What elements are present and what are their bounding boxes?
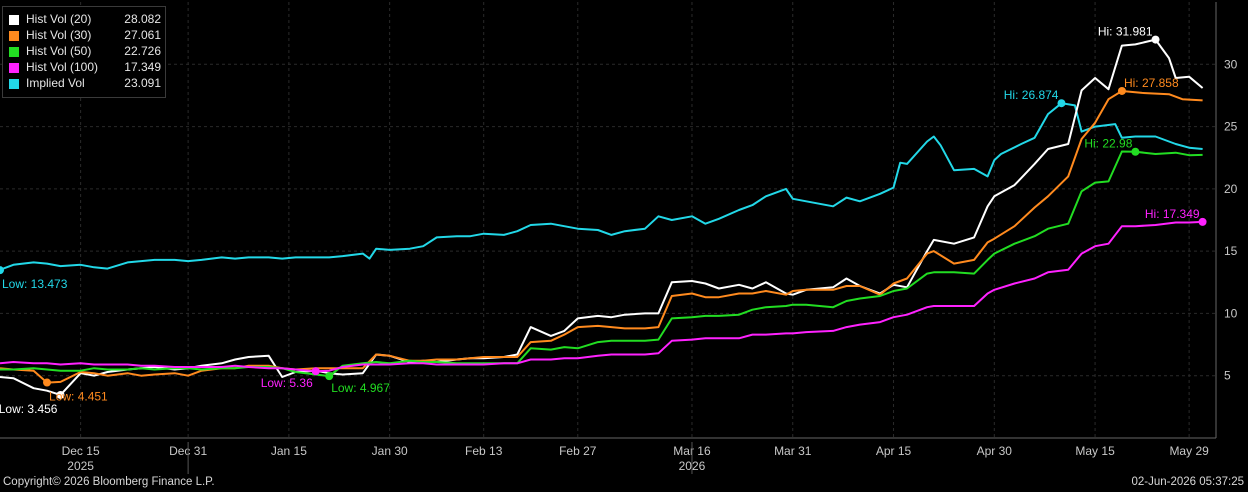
y-tick-label: 10 [1224, 306, 1238, 320]
legend-value: 23.091 [124, 76, 161, 90]
x-year-label: 2025 [67, 459, 94, 473]
series-layer [0, 38, 1204, 396]
extreme-marker-hist-vol-30 [1117, 86, 1126, 95]
extreme-marker-hist-vol-50 [1131, 147, 1140, 156]
extreme-label-implied-vol: Low: 13.473 [2, 277, 68, 291]
x-tick-label: Mar 31 [774, 444, 812, 458]
extreme-marker-hist-vol-100 [311, 367, 320, 376]
x-tick-label: Feb 27 [559, 444, 597, 458]
extreme-label-hist-vol-30: Hi: 27.858 [1124, 76, 1179, 90]
legend-name: Implied Vol [26, 76, 85, 90]
extreme-label-hist-vol-50: Hi: 22.98 [1084, 137, 1132, 151]
y-tick-label: 5 [1224, 369, 1231, 383]
extreme-marker-hist-vol-20 [1151, 35, 1160, 44]
legend-item-hist-vol-20: Hist Vol (20) 28.082 [9, 12, 161, 28]
legend-item-hist-vol-30: Hist Vol (30) 27.061 [9, 28, 161, 44]
x-tick-label: Jan 30 [372, 444, 408, 458]
legend-value: 22.726 [124, 44, 161, 58]
y-tick-label: 15 [1224, 244, 1238, 258]
x-tick-label: May 29 [1169, 444, 1209, 458]
series-line-hist-vol-50 [0, 150, 1203, 378]
extreme-marker-hist-vol-30 [43, 378, 52, 387]
extreme-marker-implied-vol [0, 266, 4, 275]
y-tick-label: 30 [1224, 57, 1238, 71]
legend-item-hist-vol-50: Hist Vol (50) 22.726 [9, 44, 161, 60]
y-tick-label: 25 [1224, 120, 1238, 134]
x-tick-label: May 15 [1075, 444, 1115, 458]
legend-item-hist-vol-100: Hist Vol (100) 17.349 [9, 60, 161, 76]
x-tick-label: Feb 13 [465, 444, 503, 458]
extreme-label-implied-vol: Hi: 26.874 [1004, 88, 1059, 102]
legend-swatch-implied-vol [9, 79, 19, 89]
x-tick-label: Apr 30 [977, 444, 1013, 458]
extreme-marker-hist-vol-50 [325, 372, 334, 381]
series-line-implied-vol [0, 102, 1203, 271]
legend-value: 17.349 [124, 60, 161, 74]
x-tick-label: Dec 15 [62, 444, 100, 458]
legend-swatch-hist-vol-30 [9, 31, 19, 41]
legend-value: 27.061 [124, 28, 161, 42]
legend-name: Hist Vol (20) [26, 12, 92, 26]
extreme-label-hist-vol-100: Low: 5.36 [261, 376, 313, 390]
extreme-marker-hist-vol-20 [56, 390, 65, 399]
x-tick-label: Jan 15 [271, 444, 307, 458]
extreme-marker-implied-vol [1057, 99, 1066, 108]
extreme-marker-hist-vol-100 [1198, 217, 1207, 226]
series-line-hist-vol-100 [0, 220, 1203, 373]
legend-name: Hist Vol (100) [26, 60, 99, 74]
legend-name: Hist Vol (50) [26, 44, 92, 58]
extreme-label-hist-vol-30: Low: 4.451 [49, 390, 108, 404]
series-line-hist-vol-30 [0, 90, 1203, 384]
extreme-label-hist-vol-20: Low: 3.456 [0, 402, 58, 416]
extreme-label-hist-vol-50: Low: 4.967 [331, 381, 390, 395]
legend-item-implied-vol: Implied Vol 23.091 [9, 76, 161, 92]
legend: Hist Vol (20) 28.082 Hist Vol (30) 27.06… [2, 6, 166, 98]
series-line-hist-vol-20 [0, 38, 1204, 396]
legend-swatch-hist-vol-50 [9, 47, 19, 57]
legend-swatch-hist-vol-100 [9, 63, 19, 73]
copyright-text: Copyright© 2026 Bloomberg Finance L.P. [3, 476, 215, 488]
extreme-label-hist-vol-20: Hi: 31.981 [1098, 25, 1153, 39]
timestamp-text: 02-Jun-2026 05:37:25 [1131, 476, 1244, 488]
y-tick-label: 20 [1224, 182, 1238, 196]
grid-layer [0, 2, 1216, 438]
legend-name: Hist Vol (30) [26, 28, 92, 42]
extreme-label-hist-vol-100: Hi: 17.349 [1145, 207, 1200, 221]
x-tick-label: Apr 15 [876, 444, 912, 458]
legend-swatch-hist-vol-20 [9, 15, 19, 25]
legend-value: 28.082 [124, 12, 161, 26]
